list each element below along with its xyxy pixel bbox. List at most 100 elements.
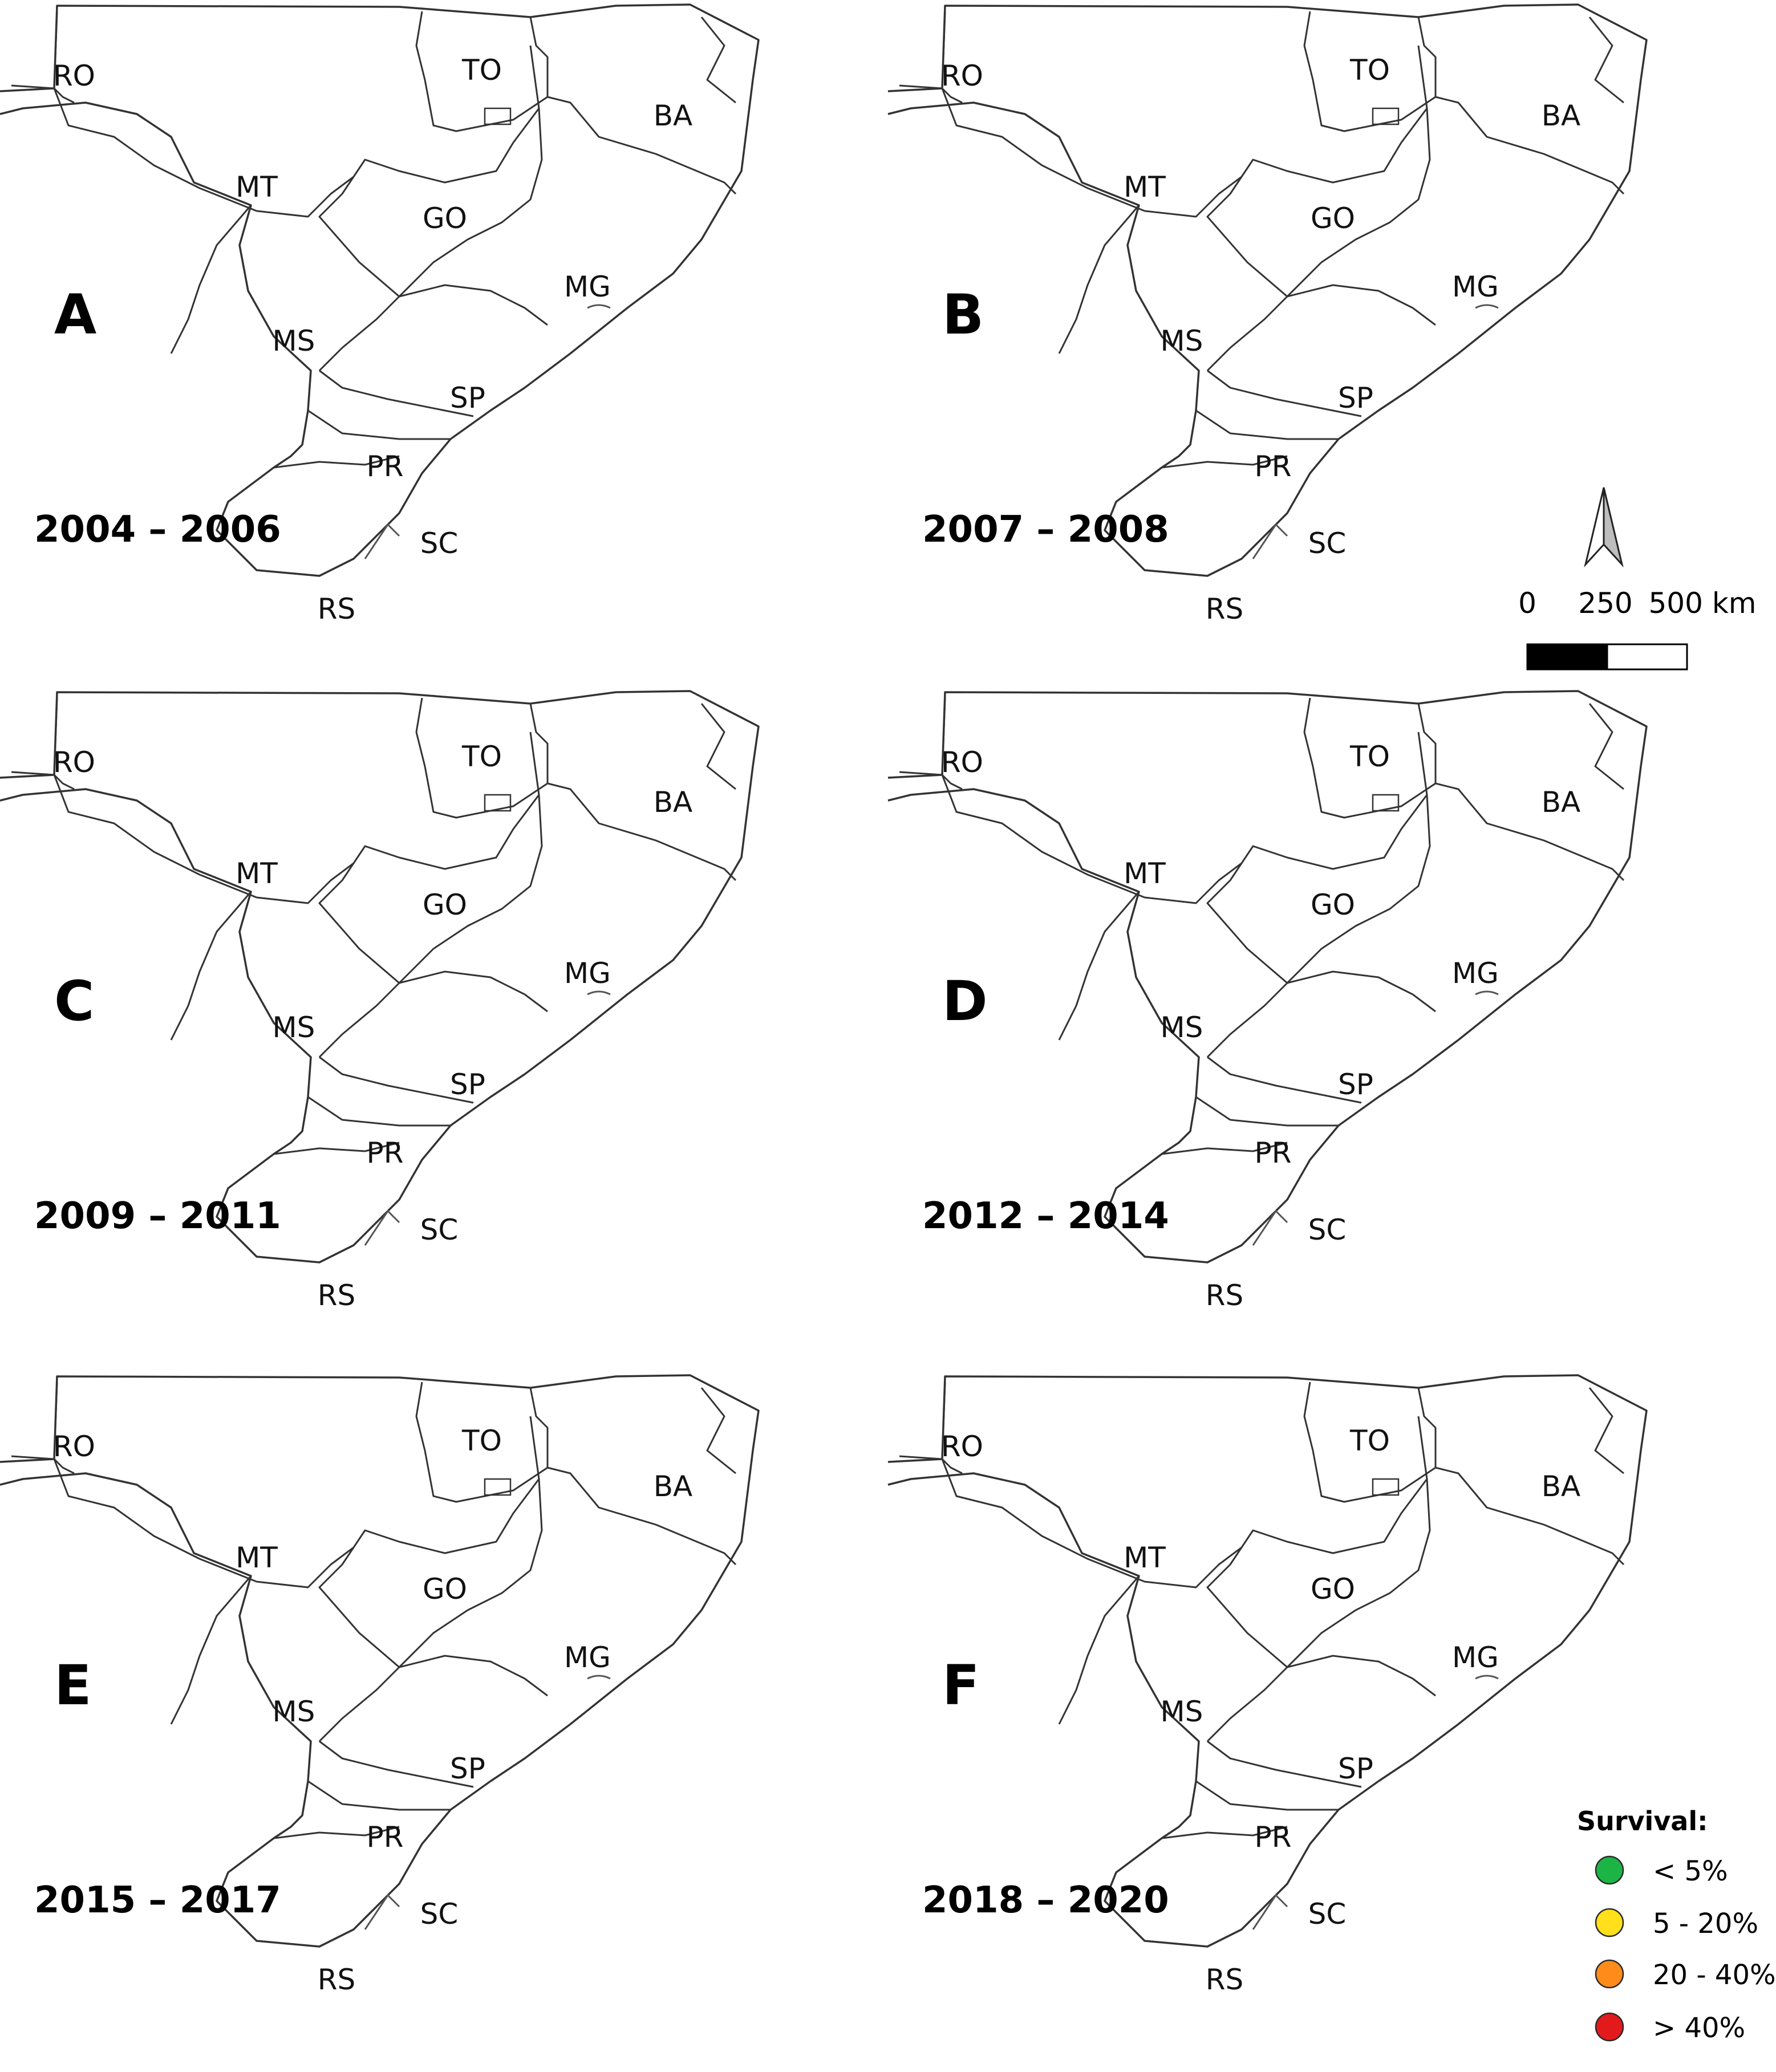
state-label-sc: SC xyxy=(1308,1898,1347,1931)
state-label-mt: MT xyxy=(1124,857,1166,890)
state-label-ms: MS xyxy=(273,324,315,357)
state-label-sp: SP xyxy=(450,1068,485,1101)
state-label-ms: MS xyxy=(1161,1011,1203,1044)
state-label-sp: SP xyxy=(1338,381,1373,415)
state-label-go: GO xyxy=(423,1573,467,1606)
north-arrow-icon xyxy=(1584,487,1624,568)
map-panel-f: RO TO BA MT GO MG MS SP PR SC RS F 2018 – 2020 xyxy=(887,1374,1648,1996)
legend-swatch-5-20 xyxy=(1595,1908,1624,1937)
legend-label-gt40: > 40% xyxy=(1653,2012,1745,2044)
state-label-sp: SP xyxy=(450,1752,485,1785)
state-label-sc: SC xyxy=(420,527,459,560)
state-label-to: TO xyxy=(1349,1424,1390,1457)
state-label-rs: RS xyxy=(1206,1963,1243,1996)
basemap-outline xyxy=(0,3,760,577)
scale-segment-white xyxy=(1606,643,1688,671)
panel-letter: E xyxy=(54,1653,92,1717)
state-label-rs: RS xyxy=(1206,592,1243,625)
state-label-sc: SC xyxy=(420,1213,459,1246)
state-label-go: GO xyxy=(423,888,467,921)
scale-segment-black xyxy=(1526,643,1608,671)
period-label: 2009 – 2011 xyxy=(34,1195,281,1237)
basemap-outline xyxy=(887,690,1648,1263)
state-label-rs: RS xyxy=(1206,1279,1243,1312)
state-label-ms: MS xyxy=(1161,324,1203,357)
state-label-sc: SC xyxy=(1308,527,1347,560)
state-label-ba: BA xyxy=(1542,786,1581,819)
state-label-pr: PR xyxy=(367,450,404,483)
state-label-ba: BA xyxy=(654,786,693,819)
state-label-mg: MG xyxy=(1452,1641,1499,1674)
state-label-mt: MT xyxy=(236,1541,278,1574)
legend-label-lt5: < 5% xyxy=(1653,1855,1728,1887)
state-label-sp: SP xyxy=(450,381,485,415)
period-label: 2004 – 2006 xyxy=(34,509,281,551)
map-panel-e: RO TO BA MT GO MG MS SP PR SC RS E 2015 – 2017 xyxy=(0,1374,760,1996)
north-arrow xyxy=(1584,487,1624,568)
state-label-ms: MS xyxy=(273,1011,315,1044)
state-label-to: TO xyxy=(1349,54,1390,87)
state-label-mg: MG xyxy=(564,270,611,303)
state-label-pr: PR xyxy=(1255,1136,1292,1169)
state-label-pr: PR xyxy=(367,1821,404,1854)
legend-label-5-20: 5 - 20% xyxy=(1653,1908,1758,1940)
state-label-ba: BA xyxy=(654,99,693,132)
state-label-ro: RO xyxy=(53,746,95,779)
scale-tick-250: 250 xyxy=(1578,587,1632,620)
state-label-mg: MG xyxy=(1452,957,1499,990)
map-panel-d: RO TO BA MT GO MG MS SP PR SC RS D 2012 – 2014 xyxy=(887,690,1648,1312)
state-label-to: TO xyxy=(461,740,502,773)
panel-letter: D xyxy=(942,969,988,1033)
panel-letter: C xyxy=(54,969,94,1033)
legend-swatch-20-40 xyxy=(1595,1959,1624,1989)
state-label-to: TO xyxy=(461,1424,502,1457)
scale-tick-500: 500 km xyxy=(1649,587,1757,620)
state-label-ba: BA xyxy=(1542,99,1581,132)
period-label: 2012 – 2014 xyxy=(922,1195,1169,1237)
state-label-go: GO xyxy=(1311,202,1355,235)
state-label-rs: RS xyxy=(318,592,355,625)
state-label-go: GO xyxy=(423,202,467,235)
legend-swatch-gt40 xyxy=(1595,2012,1624,2042)
state-label-ba: BA xyxy=(1542,1470,1581,1503)
state-label-sc: SC xyxy=(420,1898,459,1931)
state-label-rs: RS xyxy=(318,1279,355,1312)
panel-letter: A xyxy=(54,283,96,347)
basemap-outline xyxy=(887,1374,1648,1948)
scale-tick-0: 0 xyxy=(1518,587,1536,620)
state-label-ba: BA xyxy=(654,1470,693,1503)
legend-title: Survival: xyxy=(1577,1806,1708,1837)
state-label-ro: RO xyxy=(941,1430,983,1463)
state-label-pr: PR xyxy=(1255,450,1292,483)
state-label-mg: MG xyxy=(564,1641,611,1674)
basemap-outline xyxy=(0,1374,760,1948)
period-label: 2015 – 2017 xyxy=(34,1879,281,1921)
period-label: 2007 – 2008 xyxy=(922,509,1169,551)
map-panel-b: RO TO BA MT GO MG MS SP PR SC RS B 2007 – 2008 xyxy=(887,3,1648,625)
state-label-mt: MT xyxy=(1124,170,1166,204)
state-label-mt: MT xyxy=(1124,1541,1166,1574)
state-label-ro: RO xyxy=(53,59,95,92)
state-label-mt: MT xyxy=(236,170,278,204)
state-label-pr: PR xyxy=(367,1136,404,1169)
basemap-outline xyxy=(0,690,760,1263)
scale-bar: 0 250 500 km xyxy=(1518,587,1757,671)
legend-label-20-40: 20 - 40% xyxy=(1653,1959,1776,1991)
state-label-go: GO xyxy=(1311,1573,1355,1606)
state-label-sp: SP xyxy=(1338,1068,1373,1101)
state-label-mg: MG xyxy=(564,957,611,990)
state-label-go: GO xyxy=(1311,888,1355,921)
state-label-sp: SP xyxy=(1338,1752,1373,1785)
panel-letter: F xyxy=(942,1653,980,1717)
map-panel-c: RO TO BA MT GO MG MS SP PR SC RS C 2009 – 2011 xyxy=(0,690,760,1312)
state-label-ms: MS xyxy=(273,1695,315,1728)
state-label-to: TO xyxy=(461,54,502,87)
map-panel-a: RO TO BA MT GO MG MS SP PR SC RS A 2004 – 2006 xyxy=(0,3,760,625)
basemap-outline xyxy=(887,3,1648,577)
state-label-ro: RO xyxy=(941,746,983,779)
legend-swatch-lt5 xyxy=(1595,1855,1624,1885)
state-label-sc: SC xyxy=(1308,1213,1347,1246)
period-label: 2018 – 2020 xyxy=(922,1879,1169,1921)
state-label-ms: MS xyxy=(1161,1695,1203,1728)
